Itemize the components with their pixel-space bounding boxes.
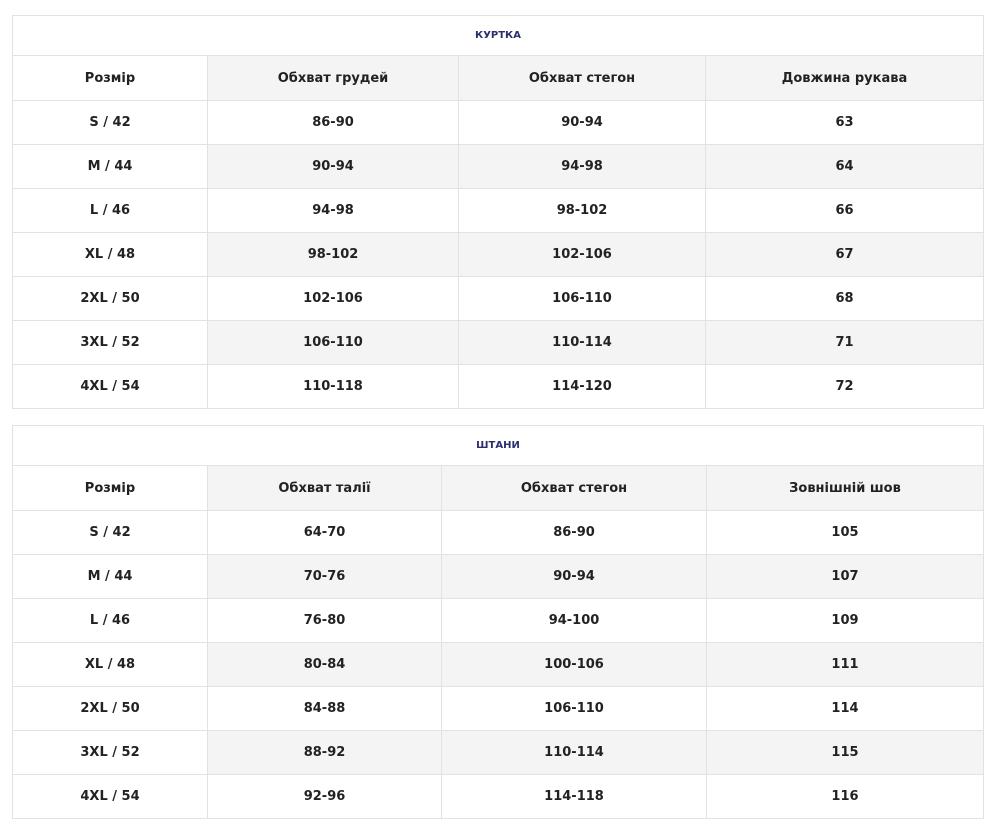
table-cell: 64 (705, 144, 984, 189)
table-cell: 114-118 (441, 774, 707, 819)
table-row: 2XL / 50 102-106 106-110 68 (12, 276, 984, 321)
table-cell: 110-114 (441, 730, 707, 775)
jacket-size-table: КУРТКА Розмір Обхват грудей Обхват стегон До… (12, 15, 984, 409)
table-cell: 90-94 (441, 554, 707, 599)
table-cell: 115 (706, 730, 984, 775)
table-title: ШТАНИ (12, 425, 984, 466)
table-row: XL / 48 98-102 102-106 67 (12, 232, 984, 277)
table-cell: 80-84 (207, 642, 442, 687)
table-row: S / 42 64-70 86-90 105 (12, 510, 984, 555)
table-cell: 100-106 (441, 642, 707, 687)
column-header: Обхват талії (207, 465, 442, 511)
table-cell: 92-96 (207, 774, 442, 819)
table-cell: L / 46 (12, 188, 208, 233)
table-cell: 86-90 (441, 510, 707, 555)
table-cell: M / 44 (12, 554, 208, 599)
table-cell: 2XL / 50 (12, 276, 208, 321)
table-cell: 98-102 (458, 188, 706, 233)
table-cell: 116 (706, 774, 984, 819)
table-row: 4XL / 54 92-96 114-118 116 (12, 774, 984, 819)
table-cell: 94-98 (207, 188, 459, 233)
table-cell: 68 (705, 276, 984, 321)
header-row: Розмір Обхват грудей Обхват стегон Довжина … (12, 55, 984, 101)
table-cell: 110-118 (207, 364, 459, 409)
table-cell: 67 (705, 232, 984, 277)
table-title: КУРТКА (12, 15, 984, 56)
table-cell: 72 (705, 364, 984, 409)
table-cell: 106-110 (441, 686, 707, 731)
table-cell: 4XL / 54 (12, 364, 208, 409)
table-cell: S / 42 (12, 100, 208, 145)
table-cell: 110-114 (458, 320, 706, 365)
table-cell: 114-120 (458, 364, 706, 409)
table-cell: 4XL / 54 (12, 774, 208, 819)
table-cell: M / 44 (12, 144, 208, 189)
header-row: Розмір Обхват талії Обхват стегон Зовнішній… (12, 465, 984, 511)
column-header: Обхват стегон (458, 55, 706, 101)
table-row: 2XL / 50 84-88 106-110 114 (12, 686, 984, 731)
column-header: Довжина рукава (705, 55, 984, 101)
table-cell: 111 (706, 642, 984, 687)
table-cell: 106-110 (458, 276, 706, 321)
table-cell: 105 (706, 510, 984, 555)
table-cell: S / 42 (12, 510, 208, 555)
table-cell: 98-102 (207, 232, 459, 277)
table-cell: 76-80 (207, 598, 442, 643)
table-cell: 86-90 (207, 100, 459, 145)
table-cell: XL / 48 (12, 642, 208, 687)
table-cell: 102-106 (207, 276, 459, 321)
table-row: XL / 48 80-84 100-106 111 (12, 642, 984, 687)
table-cell: 94-100 (441, 598, 707, 643)
table-cell: 109 (706, 598, 984, 643)
table-cell: 84-88 (207, 686, 442, 731)
table-row: M / 44 90-94 94-98 64 (12, 144, 984, 189)
table-cell: 114 (706, 686, 984, 731)
table-row: 4XL / 54 110-118 114-120 72 (12, 364, 984, 409)
table-row: L / 46 94-98 98-102 66 (12, 188, 984, 233)
column-header: Розмір (12, 465, 208, 511)
table-cell: 3XL / 52 (12, 320, 208, 365)
table-cell: 107 (706, 554, 984, 599)
table-row: L / 46 76-80 94-100 109 (12, 598, 984, 643)
table-cell: XL / 48 (12, 232, 208, 277)
table-cell: 66 (705, 188, 984, 233)
table-cell: 88-92 (207, 730, 442, 775)
table-cell: 90-94 (458, 100, 706, 145)
table-cell: 102-106 (458, 232, 706, 277)
table-cell: 2XL / 50 (12, 686, 208, 731)
table-cell: 63 (705, 100, 984, 145)
column-header: Розмір (12, 55, 208, 101)
table-cell: 94-98 (458, 144, 706, 189)
table-cell: 3XL / 52 (12, 730, 208, 775)
table-cell: L / 46 (12, 598, 208, 643)
table-row: M / 44 70-76 90-94 107 (12, 554, 984, 599)
table-cell: 90-94 (207, 144, 459, 189)
table-cell: 106-110 (207, 320, 459, 365)
pants-size-table: ШТАНИ Розмір Обхват талії Обхват стегон Зовн… (12, 425, 984, 819)
table-row: 3XL / 52 106-110 110-114 71 (12, 320, 984, 365)
column-header: Зовнішній шов (706, 465, 984, 511)
column-header: Обхват грудей (207, 55, 459, 101)
table-cell: 70-76 (207, 554, 442, 599)
table-row: S / 42 86-90 90-94 63 (12, 100, 984, 145)
table-cell: 64-70 (207, 510, 442, 555)
table-row: 3XL / 52 88-92 110-114 115 (12, 730, 984, 775)
table-cell: 71 (705, 320, 984, 365)
column-header: Обхват стегон (441, 465, 707, 511)
